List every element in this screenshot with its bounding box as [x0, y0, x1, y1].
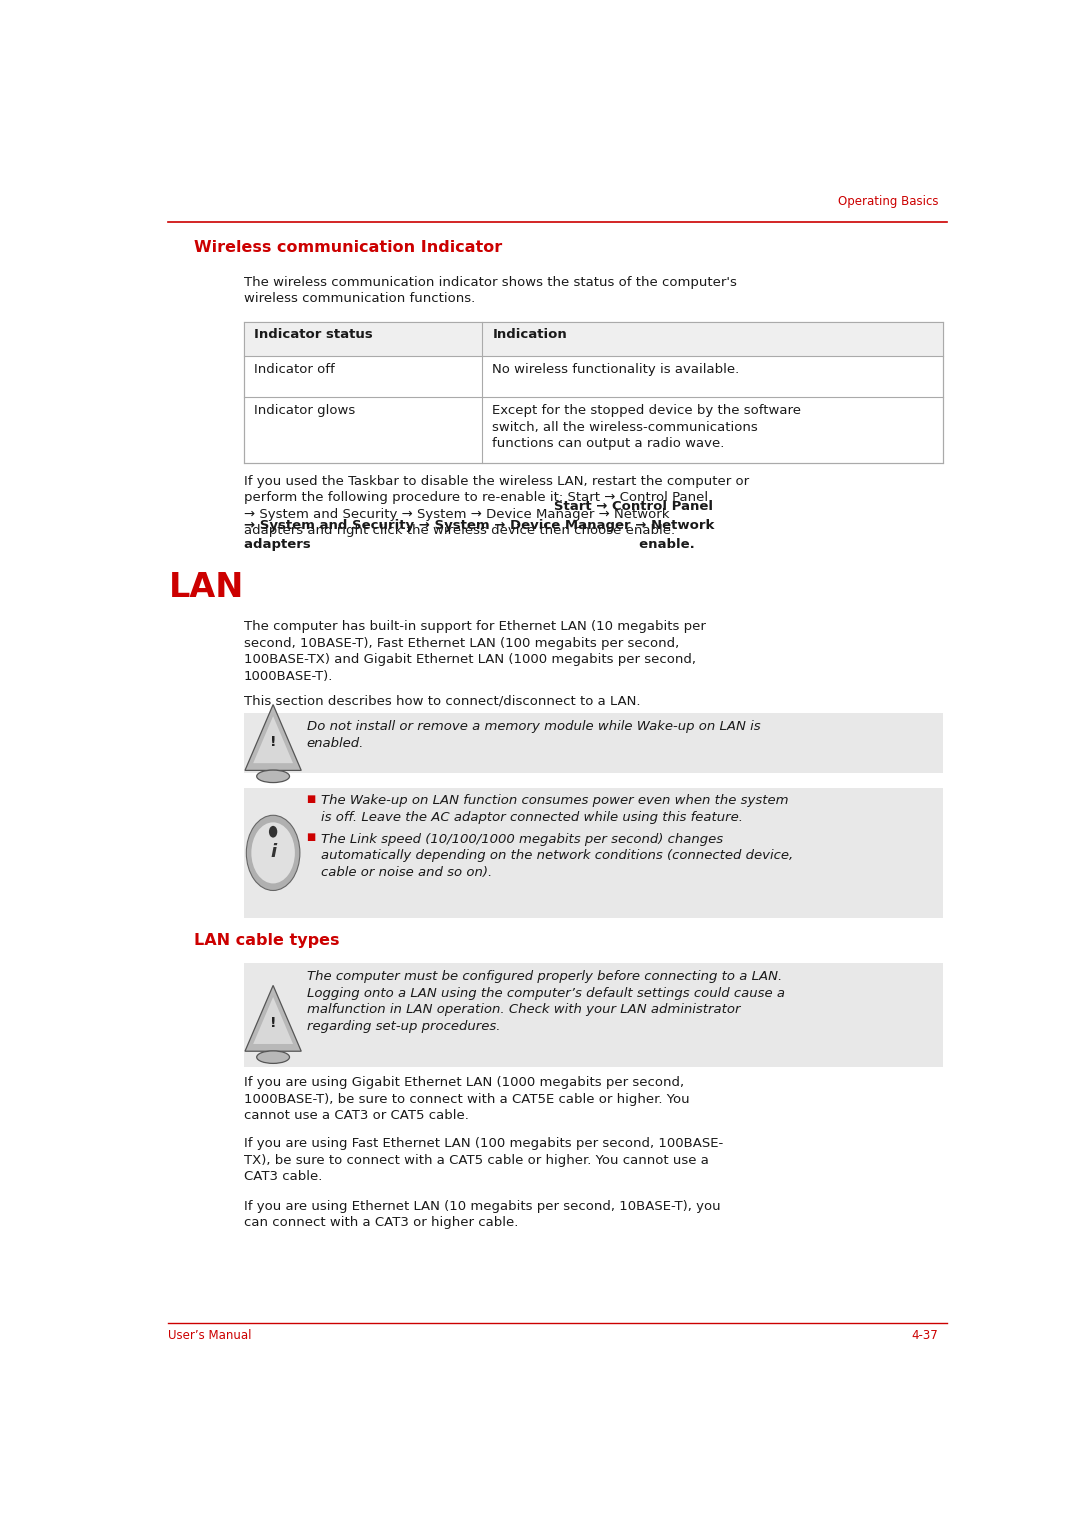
Text: Operating Basics: Operating Basics [838, 195, 939, 208]
Text: The computer must be configured properly before connecting to a LAN.
Logging ont: The computer must be configured properly… [307, 971, 784, 1033]
Text: If you used the Taskbar to disable the wireless LAN, restart the computer or
per: If you used the Taskbar to disable the w… [244, 475, 748, 537]
Text: ■: ■ [307, 832, 315, 842]
Text: Indicator off: Indicator off [254, 363, 335, 375]
Text: ​Start → Control Panel: ​Start → Control Panel [244, 501, 713, 513]
Text: The computer has built-in support for Ethernet LAN (10 megabits per
second, 10BA: The computer has built-in support for Et… [244, 620, 705, 682]
Text: The wireless communication indicator shows the status of the computer's
wireless: The wireless communication indicator sho… [244, 276, 737, 305]
FancyBboxPatch shape [244, 322, 943, 462]
Text: Indicator glows: Indicator glows [254, 404, 355, 417]
Circle shape [246, 815, 300, 891]
Text: Indicator status: Indicator status [254, 328, 373, 340]
Text: The Link speed (10/100/1000 megabits per second) changes
automatically depending: The Link speed (10/100/1000 megabits per… [321, 833, 793, 879]
Text: Indication: Indication [492, 328, 567, 340]
Text: LAN: LAN [168, 571, 244, 604]
Text: If you are using Fast Ethernet LAN (100 megabits per second, 100BASE-
TX), be su: If you are using Fast Ethernet LAN (100 … [244, 1137, 724, 1183]
Polygon shape [245, 705, 301, 771]
Polygon shape [253, 996, 293, 1044]
Ellipse shape [257, 1051, 289, 1064]
Text: If you are using Ethernet LAN (10 megabits per second, 10BASE-T), you
can connec: If you are using Ethernet LAN (10 megabi… [244, 1199, 720, 1228]
Text: adapters​                                                                       : adapters​ [244, 539, 694, 551]
Text: LAN cable types: LAN cable types [193, 932, 339, 948]
Text: User’s Manual: User’s Manual [168, 1329, 252, 1341]
Text: The Wake-up on LAN function consumes power even when the system
is off. Leave th: The Wake-up on LAN function consumes pow… [321, 794, 788, 824]
Text: i: i [271, 844, 276, 862]
Text: 4-37: 4-37 [912, 1329, 939, 1341]
FancyBboxPatch shape [244, 789, 943, 917]
Polygon shape [253, 716, 293, 763]
Text: If you are using Gigabit Ethernet LAN (1000 megabits per second,
1000BASE-T), be: If you are using Gigabit Ethernet LAN (1… [244, 1076, 689, 1122]
Text: Except for the stopped device by the software
switch, all the wireless-communica: Except for the stopped device by the sof… [492, 404, 801, 450]
FancyBboxPatch shape [244, 713, 943, 774]
Text: ■: ■ [307, 794, 315, 804]
Text: Wireless communication Indicator: Wireless communication Indicator [193, 240, 502, 255]
Text: Do not install or remove a memory module while Wake-up on LAN is
enabled.: Do not install or remove a memory module… [307, 720, 760, 749]
Text: This section describes how to connect/disconnect to a LAN.: This section describes how to connect/di… [244, 694, 640, 707]
Text: !: ! [270, 1016, 276, 1030]
FancyBboxPatch shape [244, 322, 943, 356]
Text: → System and Security → System → Device Manager → Network: → System and Security → System → Device … [244, 519, 714, 533]
Text: No wireless functionality is available.: No wireless functionality is available. [492, 363, 740, 375]
FancyBboxPatch shape [244, 963, 943, 1067]
Circle shape [252, 823, 295, 884]
Ellipse shape [257, 771, 289, 783]
Polygon shape [245, 986, 301, 1051]
Circle shape [269, 826, 278, 838]
Text: !: ! [270, 736, 276, 749]
